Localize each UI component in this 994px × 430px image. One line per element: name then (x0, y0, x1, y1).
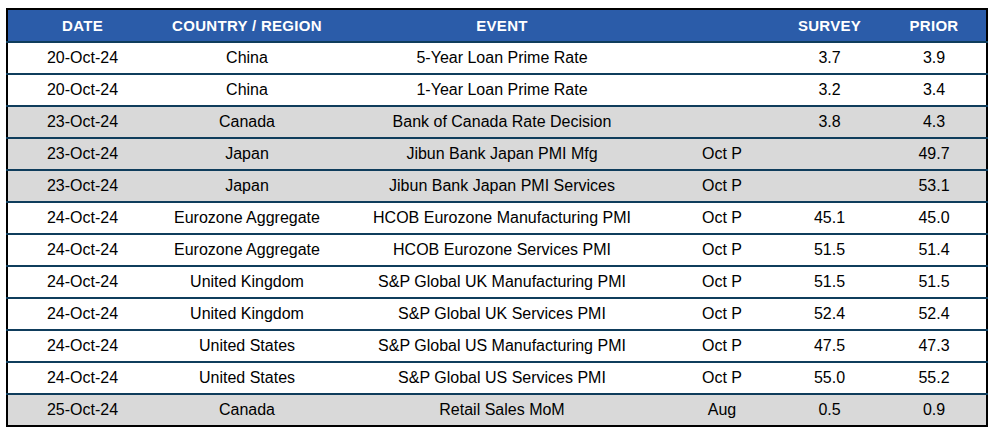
cell-prior: 51.5 (882, 266, 987, 298)
header-date: DATE (7, 9, 157, 42)
cell-survey (777, 170, 882, 202)
cell-period: Oct P (667, 330, 777, 362)
table-row: 24-Oct-24 United States S&P Global US Ma… (7, 330, 987, 362)
cell-survey: 45.1 (777, 202, 882, 234)
cell-event: S&P Global UK Manufacturing PMI (337, 266, 667, 298)
cell-event: S&P Global US Services PMI (337, 362, 667, 394)
cell-country: China (157, 42, 337, 74)
cell-event: S&P Global UK Services PMI (337, 298, 667, 330)
table-header: DATE COUNTRY / REGION EVENT SURVEY PRIOR (7, 9, 987, 42)
cell-date: 24-Oct-24 (7, 298, 157, 330)
table-row: 20-Oct-24 China 5-Year Loan Prime Rate 3… (7, 42, 987, 74)
cell-period: Oct P (667, 138, 777, 170)
cell-event: 1-Year Loan Prime Rate (337, 74, 667, 106)
cell-period: Oct P (667, 362, 777, 394)
header-prior: PRIOR (882, 9, 987, 42)
table-row: 23-Oct-24 Japan Jibun Bank Japan PMI Mfg… (7, 138, 987, 170)
cell-date: 20-Oct-24 (7, 42, 157, 74)
cell-survey: 3.2 (777, 74, 882, 106)
cell-prior: 45.0 (882, 202, 987, 234)
table-row: 24-Oct-24 United States S&P Global US Se… (7, 362, 987, 394)
cell-period: Oct P (667, 170, 777, 202)
cell-period: Oct P (667, 298, 777, 330)
table-row: 24-Oct-24 United Kingdom S&P Global UK M… (7, 266, 987, 298)
cell-date: 24-Oct-24 (7, 266, 157, 298)
cell-prior: 49.7 (882, 138, 987, 170)
cell-date: 25-Oct-24 (7, 394, 157, 426)
cell-country: Eurozone Aggregate (157, 234, 337, 266)
table-row: 25-Oct-24 Canada Retail Sales MoM Aug 0.… (7, 394, 987, 426)
cell-country: Japan (157, 138, 337, 170)
table-row: 24-Oct-24 Eurozone Aggregate HCOB Eurozo… (7, 234, 987, 266)
cell-survey: 0.5 (777, 394, 882, 426)
cell-event: Retail Sales MoM (337, 394, 667, 426)
cell-survey: 51.5 (777, 266, 882, 298)
cell-survey: 51.5 (777, 234, 882, 266)
cell-date: 24-Oct-24 (7, 234, 157, 266)
table-row: 23-Oct-24 Canada Bank of Canada Rate Dec… (7, 106, 987, 138)
cell-date: 20-Oct-24 (7, 74, 157, 106)
cell-event: HCOB Eurozone Services PMI (337, 234, 667, 266)
cell-country: Eurozone Aggregate (157, 202, 337, 234)
cell-event: Jibun Bank Japan PMI Mfg (337, 138, 667, 170)
cell-prior: 4.3 (882, 106, 987, 138)
cell-survey: 47.5 (777, 330, 882, 362)
header-row: DATE COUNTRY / REGION EVENT SURVEY PRIOR (7, 9, 987, 42)
cell-prior: 3.4 (882, 74, 987, 106)
cell-prior: 0.9 (882, 394, 987, 426)
cell-country: United Kingdom (157, 298, 337, 330)
cell-date: 23-Oct-24 (7, 138, 157, 170)
cell-period (667, 106, 777, 138)
table-row: 20-Oct-24 China 1-Year Loan Prime Rate 3… (7, 74, 987, 106)
cell-country: China (157, 74, 337, 106)
cell-country: United States (157, 330, 337, 362)
cell-survey (777, 138, 882, 170)
cell-survey: 52.4 (777, 298, 882, 330)
table-row: 24-Oct-24 Eurozone Aggregate HCOB Eurozo… (7, 202, 987, 234)
economic-calendar-table: DATE COUNTRY / REGION EVENT SURVEY PRIOR… (6, 8, 988, 427)
header-country: COUNTRY / REGION (157, 9, 337, 42)
cell-prior: 51.4 (882, 234, 987, 266)
table-row: 24-Oct-24 United Kingdom S&P Global UK S… (7, 298, 987, 330)
cell-date: 24-Oct-24 (7, 362, 157, 394)
cell-event: Jibun Bank Japan PMI Services (337, 170, 667, 202)
cell-event: Bank of Canada Rate Decision (337, 106, 667, 138)
table-row: 23-Oct-24 Japan Jibun Bank Japan PMI Ser… (7, 170, 987, 202)
cell-country: Canada (157, 394, 337, 426)
cell-period: Oct P (667, 202, 777, 234)
cell-period: Oct P (667, 234, 777, 266)
cell-country: United Kingdom (157, 266, 337, 298)
cell-date: 24-Oct-24 (7, 202, 157, 234)
cell-country: Japan (157, 170, 337, 202)
cell-prior: 3.9 (882, 42, 987, 74)
cell-prior: 47.3 (882, 330, 987, 362)
cell-period (667, 74, 777, 106)
header-period (667, 9, 777, 42)
cell-country: United States (157, 362, 337, 394)
cell-survey: 3.8 (777, 106, 882, 138)
cell-survey: 3.7 (777, 42, 882, 74)
cell-event: 5-Year Loan Prime Rate (337, 42, 667, 74)
cell-date: 23-Oct-24 (7, 170, 157, 202)
cell-prior: 55.2 (882, 362, 987, 394)
table-body: 20-Oct-24 China 5-Year Loan Prime Rate 3… (7, 42, 987, 426)
header-survey: SURVEY (777, 9, 882, 42)
cell-prior: 53.1 (882, 170, 987, 202)
cell-date: 24-Oct-24 (7, 330, 157, 362)
cell-prior: 52.4 (882, 298, 987, 330)
cell-period: Aug (667, 394, 777, 426)
cell-date: 23-Oct-24 (7, 106, 157, 138)
cell-event: S&P Global US Manufacturing PMI (337, 330, 667, 362)
cell-period: Oct P (667, 266, 777, 298)
header-event: EVENT (337, 9, 667, 42)
cell-event: HCOB Eurozone Manufacturing PMI (337, 202, 667, 234)
cell-survey: 55.0 (777, 362, 882, 394)
cell-period (667, 42, 777, 74)
cell-country: Canada (157, 106, 337, 138)
